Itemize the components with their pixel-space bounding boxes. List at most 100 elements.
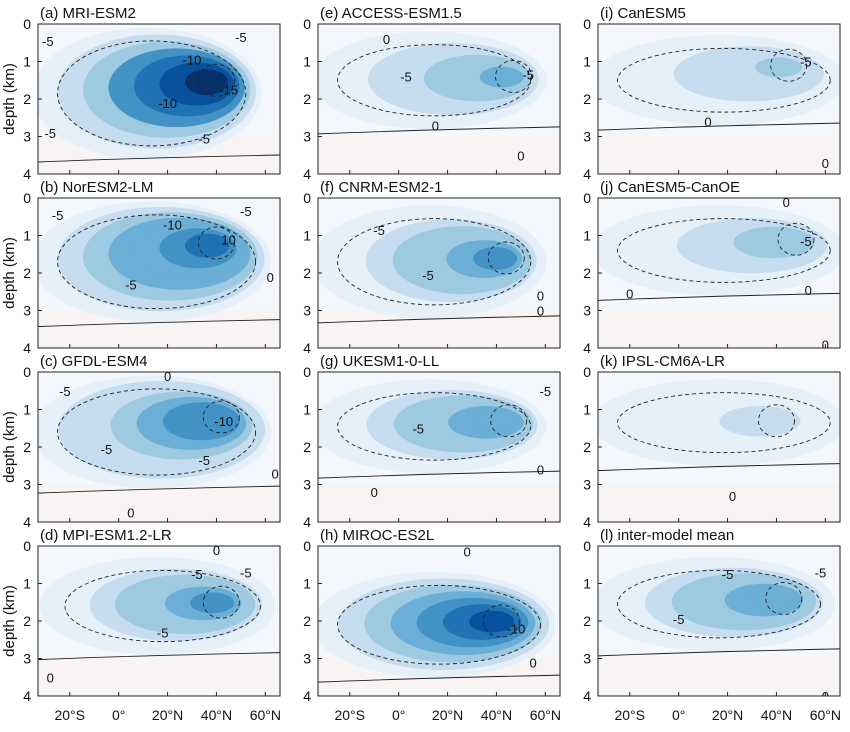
contour-zero <box>38 319 280 328</box>
positive-region <box>598 310 840 348</box>
y-tick-label: 2 <box>303 613 311 629</box>
positive-region <box>598 658 840 696</box>
x-tick-label: 60°N <box>250 707 281 723</box>
contour-zero <box>318 674 560 683</box>
x-tick-label: 20°S <box>55 707 86 723</box>
y-tick-label: 3 <box>23 477 31 493</box>
contour-label: 0 <box>537 463 544 478</box>
contour-label: 10 <box>221 232 235 247</box>
y-tick-label: 2 <box>303 265 311 281</box>
y-tick-label: 0 <box>303 190 311 206</box>
contour-dashed <box>337 392 532 461</box>
contour-label: -10 <box>214 414 233 429</box>
contour-label: 0 <box>47 670 54 685</box>
field-level-7 <box>751 589 797 610</box>
positive-region <box>38 484 280 522</box>
contour-zero <box>38 652 280 661</box>
panel-4: -5 -5 -10 10 -5 0 (b) NorESM2-LM 0 1 2 3 4 depth (km… <box>1 179 281 356</box>
panel-1: -5 -5 -10 -10 -15 -5 -5 (a) MRI-ESM2 0 1 2 3 4 depth … <box>1 5 281 182</box>
y-tick-label: 1 <box>23 228 31 244</box>
y-tick-label: 4 <box>303 688 311 704</box>
contour-label: -5 <box>522 68 534 83</box>
contour-core <box>490 404 528 438</box>
panel-9: 0 (k) IPSL-CM6A-LR 0 1 2 3 4 <box>583 353 841 530</box>
contour-label: -5 <box>240 204 252 219</box>
contour-label: -5 <box>157 625 169 640</box>
contour-label: 0 <box>537 304 544 319</box>
panel-title: (i) CanESM5 <box>600 5 686 22</box>
y-tick-label: 4 <box>583 514 591 530</box>
y-tick-label: 4 <box>23 340 31 356</box>
panel-field: -5 -5 -10 10 -5 0 <box>38 198 280 348</box>
y-axis-label: depth (km) <box>1 237 18 309</box>
contour-label: -10 <box>183 53 202 68</box>
y-axis-label: depth (km) <box>1 63 18 135</box>
y-axis-label: depth (km) <box>1 585 18 657</box>
contour-label: 0 <box>371 485 378 500</box>
panel-field: 0 -10 0 <box>318 546 560 696</box>
y-axis-label: depth (km) <box>1 411 18 483</box>
y-tick-label: 4 <box>583 688 591 704</box>
contour-label: 0 <box>537 289 544 304</box>
panel-title: (j) CanESM5-CanOE <box>600 179 740 196</box>
field-level-7 <box>184 233 230 258</box>
field-level-7 <box>189 407 234 431</box>
contour-label: 0 <box>432 118 439 133</box>
panel-title: (l) inter-model mean <box>600 527 734 544</box>
y-tick-label: 4 <box>23 688 31 704</box>
contour-dashed <box>337 218 532 306</box>
contour-label: 0 <box>822 156 829 171</box>
panel-field: -5 -5 0 0 <box>318 372 560 522</box>
y-tick-label: 2 <box>583 439 591 455</box>
contour-core <box>777 222 815 256</box>
contour-label: -5 <box>52 208 64 223</box>
panel-8: -5 -5 0 0 (g) UKESM1-0-LL 0 1 2 3 4 <box>303 353 561 530</box>
y-tick-label: 2 <box>23 265 31 281</box>
contour-zero <box>318 470 560 479</box>
field-level-7 <box>469 610 515 633</box>
contour-label: -5 <box>198 131 210 146</box>
contour-label: -5 <box>101 442 113 457</box>
panel-field: 0 <box>598 372 840 522</box>
y-tick-label: 0 <box>583 538 591 554</box>
y-tick-label: 1 <box>23 402 31 418</box>
contour-label: -5 <box>240 565 252 580</box>
contour-label: 0 <box>529 655 536 670</box>
x-tick-label: 40°N <box>761 707 792 723</box>
contour-label: -10 <box>163 217 182 232</box>
contour-label: -5 <box>44 126 56 141</box>
y-tick-label: 1 <box>23 54 31 70</box>
positive-region <box>598 136 840 174</box>
contour-zero <box>38 154 280 163</box>
y-tick-label: 0 <box>303 364 311 380</box>
contour-label: -5 <box>191 567 203 582</box>
contour-label: -5 <box>400 70 412 85</box>
contour-zero <box>318 126 560 135</box>
y-tick-label: 0 <box>583 190 591 206</box>
contour-zero <box>598 463 840 472</box>
contour-label: -5 <box>59 384 71 399</box>
contour-label: 0 <box>704 115 711 130</box>
contour-label: -5 <box>198 453 210 468</box>
positive-region <box>598 484 840 522</box>
field-level-7 <box>479 66 524 88</box>
y-tick-label: 2 <box>23 613 31 629</box>
panel-title: (k) IPSL-CM6A-LR <box>600 353 725 370</box>
field-level-7 <box>761 230 809 251</box>
contour-dashed <box>57 40 247 147</box>
contour-label: -5 <box>412 421 424 436</box>
contour-label: -5 <box>673 612 685 627</box>
contour-label: -5 <box>422 268 434 283</box>
y-tick-label: 0 <box>303 16 311 32</box>
y-tick-label: 2 <box>583 265 591 281</box>
panel-title: (g) UKESM1-0-LL <box>320 353 439 370</box>
y-tick-label: 3 <box>303 477 311 493</box>
y-tick-label: 2 <box>303 439 311 455</box>
contour-dashed <box>617 218 831 283</box>
contour-dashed <box>617 47 831 113</box>
panel-2: 0 -5 -5 0 0 (e) ACCESS-ESM1.5 0 1 2 3 4 <box>303 5 561 182</box>
contour-label: 0 <box>127 506 134 521</box>
contour-label: 0 <box>383 32 390 47</box>
